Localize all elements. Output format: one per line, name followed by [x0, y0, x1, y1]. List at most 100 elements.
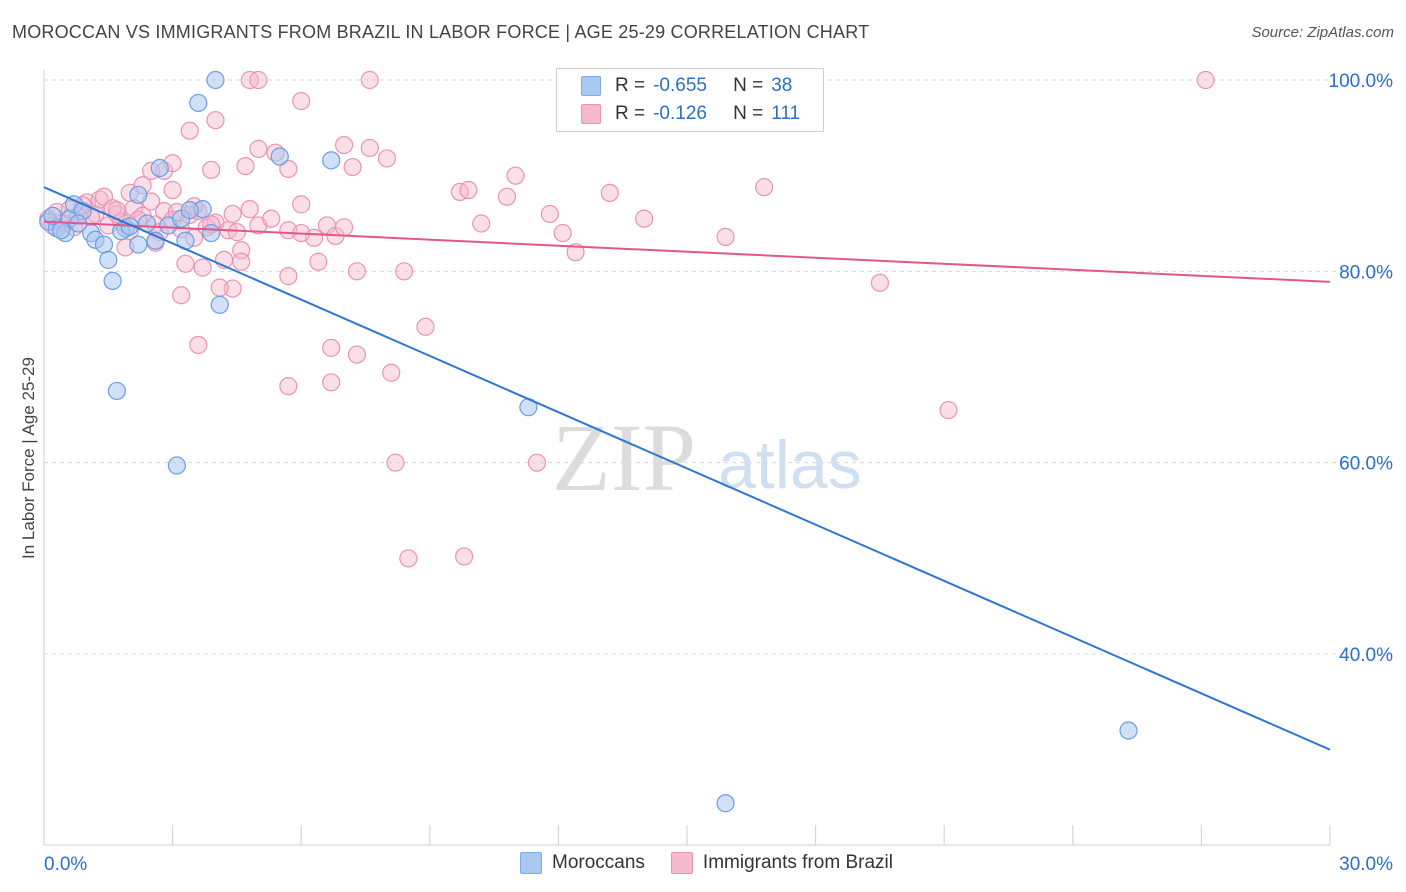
- brazil-point: [292, 195, 311, 214]
- moroccan-point: [94, 235, 114, 254]
- moroccan-trend-line: [43, 186, 1331, 751]
- moroccan-point: [270, 147, 289, 166]
- moroccan-point: [202, 223, 221, 243]
- moroccan-point: [146, 231, 165, 250]
- brazil-point: [939, 400, 958, 420]
- brazil-point: [334, 135, 354, 155]
- moroccan-point: [52, 221, 71, 240]
- brazil-point: [497, 187, 517, 206]
- brazil-trend-line: [43, 220, 1331, 283]
- legend-label-moroccans: Moroccans: [552, 852, 645, 873]
- brazil-point: [382, 363, 401, 382]
- brazil-point: [360, 70, 379, 90]
- brazil-point: [540, 204, 559, 224]
- brazil-point: [249, 70, 268, 90]
- brazil-point: [347, 262, 367, 281]
- x-tick-label: 0.0%: [44, 854, 87, 875]
- n-value: 111: [771, 103, 801, 124]
- watermark-zip: ZIP: [552, 404, 696, 511]
- moroccans-legend-swatch: [520, 852, 542, 874]
- moroccan-point: [129, 185, 148, 204]
- brazil-point: [870, 273, 890, 292]
- brazil-point: [163, 180, 182, 200]
- y-tick-label: 40.0%: [1339, 645, 1393, 666]
- brazil-point: [527, 453, 547, 472]
- brazil-point: [236, 157, 255, 176]
- legend-label-brazil: Immigrants from Brazil: [702, 852, 893, 873]
- brazil-point: [193, 258, 212, 277]
- brazil-point: [180, 121, 199, 140]
- series-legend: Moroccans Immigrants from Brazil: [520, 852, 919, 874]
- n-value: 38: [771, 75, 793, 96]
- brazil-point: [227, 223, 246, 242]
- brazil-point: [716, 227, 735, 246]
- brazil-point: [360, 138, 379, 158]
- brazil-point: [347, 345, 367, 364]
- brazil-point: [292, 91, 311, 111]
- source-label: Source: ZipAtlas.com: [1251, 24, 1394, 41]
- moroccan-point: [1119, 721, 1138, 740]
- legend-item-moroccans: Moroccans: [520, 852, 645, 874]
- moroccan-point: [129, 235, 148, 254]
- moroccan-point: [206, 70, 225, 90]
- r-label: R =: [615, 103, 646, 124]
- moroccan-point: [103, 271, 122, 290]
- watermark: ZIP atlas: [552, 404, 862, 511]
- brazil-point: [1196, 70, 1215, 90]
- brazil-point: [262, 209, 281, 228]
- brazil-point: [240, 200, 259, 219]
- brazil-point: [343, 157, 362, 177]
- watermark-atlas: atlas: [718, 427, 862, 503]
- brazil-point: [399, 549, 418, 568]
- moroccan-point: [210, 295, 229, 314]
- moroccan-point: [167, 456, 186, 475]
- brazil-point: [176, 254, 195, 273]
- brazil-point: [454, 547, 474, 566]
- chart-title: MOROCCAN VS IMMIGRANTS FROM BRAZIL IN LA…: [12, 22, 870, 42]
- legend-item-brazil: Immigrants from Brazil: [670, 852, 893, 874]
- brazil-point: [210, 278, 229, 297]
- brazil-point: [189, 335, 208, 355]
- n-label: N =: [733, 75, 764, 96]
- r-value: -0.655: [653, 75, 707, 96]
- brazil-point: [172, 286, 191, 305]
- y-axis-label: In Labor Force | Age 25-29: [19, 357, 38, 559]
- x-tick-label: 30.0%: [1339, 854, 1393, 875]
- brazil-point: [386, 453, 405, 472]
- y-tick-label: 100.0%: [1329, 71, 1394, 92]
- moroccan-point: [180, 201, 199, 220]
- y-tick-label: 60.0%: [1339, 454, 1393, 475]
- brazil-point: [279, 377, 298, 396]
- brazil-point: [206, 111, 225, 130]
- brazil-point: [334, 218, 354, 237]
- brazil-point: [472, 214, 491, 233]
- brazil-point: [223, 204, 242, 224]
- brazil-point: [249, 139, 268, 158]
- n-label: N =: [733, 103, 764, 124]
- stats-row-brazil: R = -0.126 N = 111: [581, 101, 800, 127]
- moroccan-point: [43, 206, 62, 225]
- brazil-point: [600, 183, 619, 202]
- brazil-point: [635, 209, 654, 228]
- brazil-point: [416, 317, 435, 336]
- y-tick-label: 80.0%: [1339, 262, 1393, 283]
- brazil-swatch: [581, 104, 601, 124]
- brazil-point: [755, 178, 774, 197]
- brazil-point: [223, 279, 242, 298]
- brazil-point: [394, 262, 414, 281]
- brazil-legend-swatch: [670, 852, 693, 874]
- brazil-point: [322, 338, 341, 357]
- moroccans-swatch: [581, 76, 601, 96]
- brazil-point: [202, 160, 221, 180]
- axes: [43, 70, 1331, 846]
- brazil-point: [309, 252, 328, 271]
- trend-lines: [43, 186, 1331, 751]
- moroccan-point: [150, 158, 169, 178]
- brazil-point: [506, 166, 525, 185]
- brazil-point: [377, 149, 397, 168]
- brazil-point: [459, 180, 478, 200]
- brazil-point: [279, 267, 298, 286]
- r-value: -0.126: [653, 103, 707, 124]
- brazil-point: [553, 223, 572, 243]
- moroccan-point: [189, 93, 208, 113]
